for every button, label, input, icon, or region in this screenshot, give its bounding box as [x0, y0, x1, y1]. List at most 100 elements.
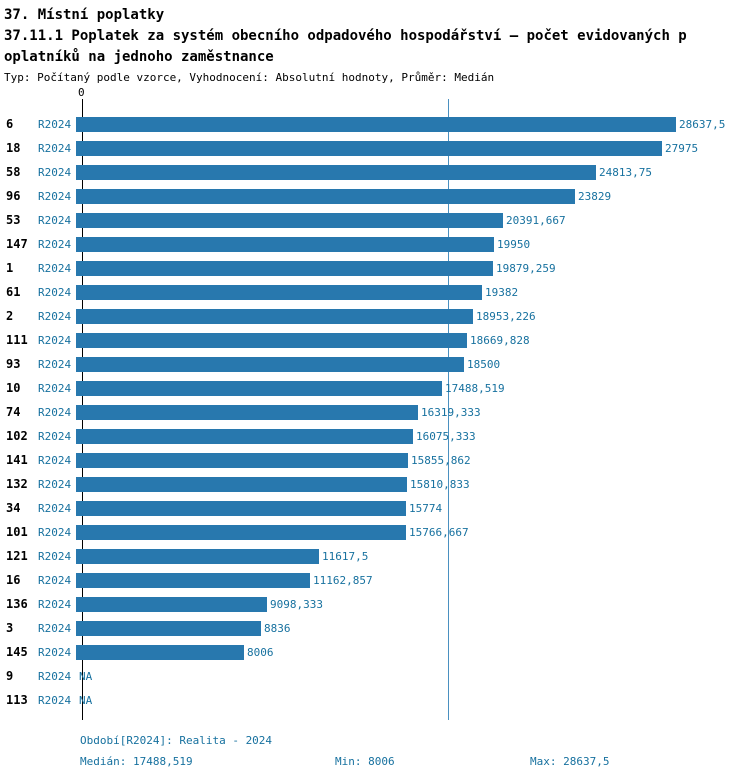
chart-title-line-2: oplatníků na jednoho zaměstnance — [4, 49, 274, 65]
bar — [76, 380, 442, 396]
chart-row: 121 R2024 11617,5 — [0, 544, 750, 568]
row-id-label: 74 — [6, 405, 21, 419]
bar-area: 11617,5 — [76, 548, 750, 564]
row-id-label: 53 — [6, 213, 21, 227]
chart-row: 102 R2024 16075,333 — [0, 424, 750, 448]
bar-area: 15766,667 — [76, 524, 750, 540]
row-id-label: 111 — [6, 333, 28, 347]
bar-value-label: 15855,862 — [411, 453, 471, 467]
chart-row: 132 R2024 15810,833 — [0, 472, 750, 496]
row-id-label: 113 — [6, 693, 28, 707]
row-id-label: 102 — [6, 429, 28, 443]
bar — [76, 572, 310, 588]
row-id-label: 34 — [6, 501, 21, 515]
row-id-label: 3 — [6, 621, 14, 635]
row-id-label: 136 — [6, 597, 28, 611]
row-id-label: 121 — [6, 549, 28, 563]
footer-min: Min: 8006 — [335, 755, 395, 768]
bar-area: 15774 — [76, 500, 750, 516]
bar-area: 11162,857 — [76, 572, 750, 588]
bar — [76, 596, 267, 612]
chart-row: 141 R2024 15855,862 — [0, 448, 750, 472]
bar — [76, 356, 464, 372]
bar-value-label: 9098,333 — [270, 597, 323, 611]
bar-area: 18669,828 — [76, 332, 750, 348]
bar — [76, 500, 406, 516]
row-period-label: R2024 — [38, 645, 72, 659]
bar — [76, 332, 467, 348]
median-gridline — [448, 99, 449, 720]
bar — [76, 260, 493, 276]
chart-row: 113 R2024 NA — [0, 688, 750, 712]
bar-area: 27975 — [76, 140, 750, 156]
row-id-label: 9 — [6, 669, 14, 683]
row-period-label: R2024 — [38, 189, 72, 203]
row-period-label: R2024 — [38, 165, 72, 179]
bar-value-label: 24813,75 — [599, 165, 652, 179]
bar-area: 19879,259 — [76, 260, 750, 276]
chart-row: 111 R2024 18669,828 — [0, 328, 750, 352]
bar — [76, 548, 319, 564]
bar-value-label: 23829 — [578, 189, 612, 203]
bar-area: NA — [76, 669, 750, 684]
chart-row: 101 R2024 15766,667 — [0, 520, 750, 544]
row-id-label: 18 — [6, 141, 21, 155]
chart-row: 136 R2024 9098,333 — [0, 592, 750, 616]
bar-value-label: 16319,333 — [421, 405, 481, 419]
bar-area: 8006 — [76, 644, 750, 660]
bar-area: 15855,862 — [76, 452, 750, 468]
bar-value-label: 20391,667 — [506, 213, 566, 227]
bar — [76, 620, 261, 636]
bar-value-label: 15766,667 — [409, 525, 469, 539]
row-period-label: R2024 — [38, 501, 72, 515]
row-id-label: 16 — [6, 573, 21, 587]
row-period-label: R2024 — [38, 117, 72, 131]
bar-value-label: 19950 — [497, 237, 531, 251]
chart-row: 147 R2024 19950 — [0, 232, 750, 256]
footer-stats: Medián: 17488,519 Min: 8006 Max: 28637,5 — [80, 755, 750, 768]
chart-row: 53 R2024 20391,667 — [0, 208, 750, 232]
bar-value-label: 19382 — [485, 285, 519, 299]
bar-value-label: 19879,259 — [496, 261, 556, 275]
bar-value-label: 8006 — [247, 645, 274, 659]
bar — [76, 524, 406, 540]
bar — [76, 428, 413, 444]
chart-row: 34 R2024 15774 — [0, 496, 750, 520]
bar — [76, 308, 473, 324]
bar-area: 19950 — [76, 236, 750, 252]
row-period-label: R2024 — [38, 333, 72, 347]
row-id-label: 147 — [6, 237, 28, 251]
row-period-label: R2024 — [38, 597, 72, 611]
row-period-label: R2024 — [38, 381, 72, 395]
row-period-label: R2024 — [38, 453, 72, 467]
chart-meta: Typ: Počítaný podle vzorce, Vyhodnocení:… — [4, 71, 495, 84]
row-id-label: 132 — [6, 477, 28, 491]
bar-area: 24813,75 — [76, 164, 750, 180]
row-id-label: 141 — [6, 453, 28, 467]
bar-value-label: 11162,857 — [313, 573, 373, 587]
bar-value-label: 11617,5 — [322, 549, 369, 563]
row-id-label: 96 — [6, 189, 21, 203]
bar-area: 23829 — [76, 188, 750, 204]
chart-row: 74 R2024 16319,333 — [0, 400, 750, 424]
bar-value-label: 27975 — [665, 141, 699, 155]
bar — [76, 284, 482, 300]
chart-row: 2 R2024 18953,226 — [0, 304, 750, 328]
chart-title-line-1: 37.11.1 Poplatek za systém obecního odpa… — [4, 28, 687, 44]
bar-area: 16075,333 — [76, 428, 750, 444]
chart-row: 58 R2024 24813,75 — [0, 160, 750, 184]
bar — [76, 188, 575, 204]
row-id-label: 6 — [6, 117, 14, 131]
bar — [76, 212, 503, 228]
row-id-label: 58 — [6, 165, 21, 179]
footer-median: Medián: 17488,519 — [80, 755, 193, 768]
row-id-label: 145 — [6, 645, 28, 659]
row-period-label: R2024 — [38, 285, 72, 299]
row-period-label: R2024 — [38, 261, 72, 275]
chart-row: 6 R2024 28637,5 — [0, 112, 750, 136]
row-period-label: R2024 — [38, 237, 72, 251]
report-header: 37. Místní poplatky 37.11.1 Poplatek za … — [0, 0, 750, 86]
bar-value-label: 15810,833 — [410, 477, 470, 491]
chart-rows: 6 R2024 28637,5 18 R2024 27975 58 R2024 24813,75… — [0, 112, 750, 712]
